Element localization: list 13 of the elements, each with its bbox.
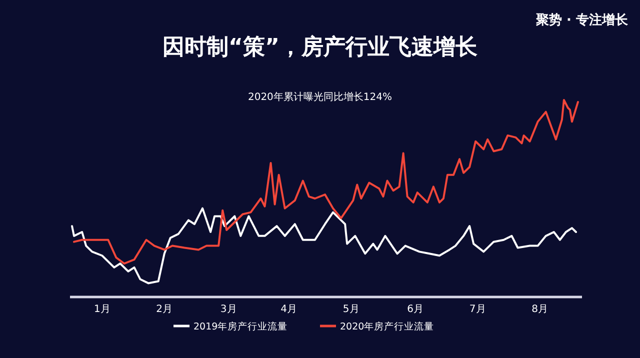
xtick: 1月 <box>94 304 110 315</box>
legend-label: 2019年房产行业流量 <box>194 322 288 332</box>
legend-label: 2020年房产行业流量 <box>340 322 434 332</box>
subtitle: 2020年累计曝光同比增长124% <box>248 92 392 103</box>
xtick: 8月 <box>532 304 548 315</box>
title: 因时制“策”，房产行业飞速增长 <box>162 35 478 60</box>
annotation: 聚势 · 专注增长 <box>536 13 628 28</box>
xtick: 2月 <box>156 304 173 315</box>
xtick: 7月 <box>469 304 486 315</box>
xtick: 5月 <box>342 304 360 315</box>
xtick: 3月 <box>220 304 237 315</box>
xtick: 4月 <box>280 304 298 315</box>
xtick: 6月 <box>407 304 424 315</box>
